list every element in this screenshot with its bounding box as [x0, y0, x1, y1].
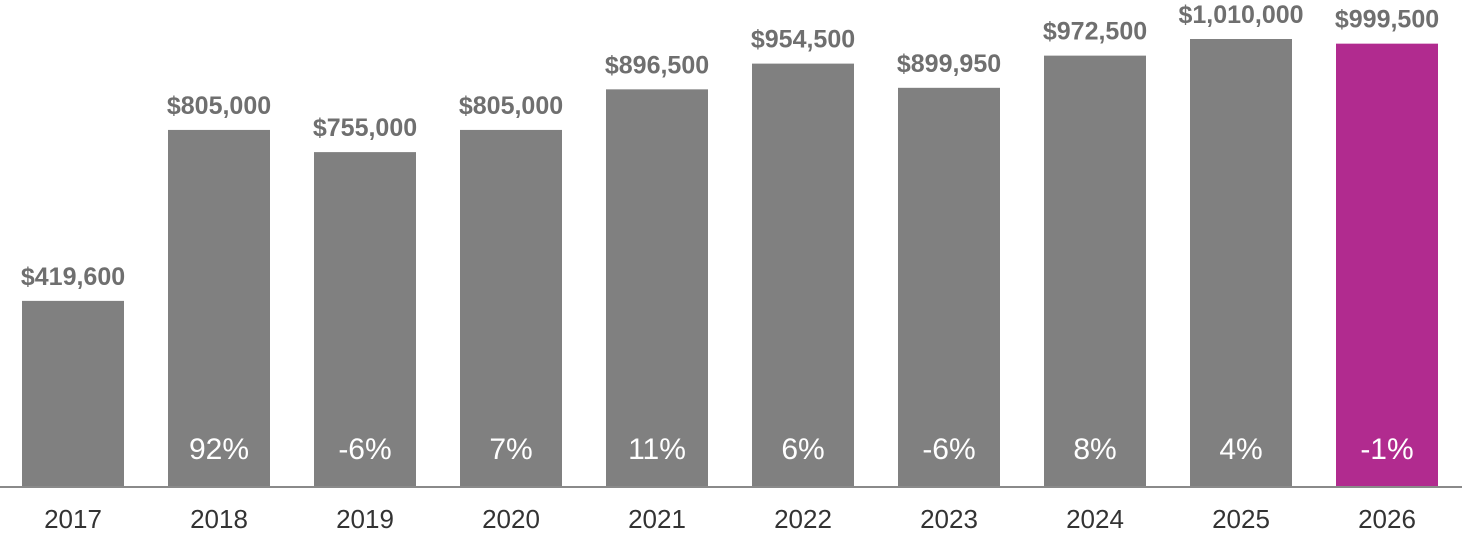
bar-2018	[168, 129, 270, 487]
change-label-2025: 4%	[1219, 433, 1262, 466]
change-label-2019: -6%	[338, 433, 391, 466]
change-label-2021: 11%	[628, 433, 686, 466]
x-tick-label-2025: 2025	[1212, 504, 1270, 534]
bar-2021	[606, 89, 708, 488]
value-label-2025: $1,010,000	[1178, 1, 1303, 29]
value-label-2017: $419,600	[21, 263, 125, 291]
x-tick-label-2021: 2021	[628, 504, 686, 534]
value-label-2021: $896,500	[605, 51, 709, 79]
value-label-2026: $999,500	[1335, 6, 1439, 34]
change-label-2024: 8%	[1073, 433, 1116, 466]
x-tick-label-2024: 2024	[1066, 504, 1124, 534]
bar-2017	[22, 300, 124, 487]
value-label-2018: $805,000	[167, 92, 271, 120]
x-tick-label-2018: 2018	[190, 504, 248, 534]
value-label-2023: $899,950	[897, 50, 1001, 78]
bar-2026	[1336, 43, 1438, 488]
value-label-2022: $954,500	[751, 26, 855, 54]
bar-2025	[1190, 39, 1292, 487]
change-label-2022: 6%	[781, 433, 824, 466]
change-label-2020: 7%	[489, 433, 532, 466]
bar-2024	[1044, 55, 1146, 487]
value-label-2019: $755,000	[313, 114, 417, 142]
x-tick-label-2017: 2017	[44, 504, 102, 534]
x-tick-label-2023: 2023	[920, 504, 978, 534]
x-tick-label-2026: 2026	[1358, 504, 1416, 534]
value-label-2024: $972,500	[1043, 18, 1147, 46]
change-label-2018: 92%	[189, 433, 249, 466]
x-tick-label-2022: 2022	[774, 504, 832, 534]
bar-2023	[898, 87, 1000, 487]
change-label-2026: -1%	[1360, 433, 1413, 466]
bar-2019	[314, 152, 416, 487]
x-tick-label-2019: 2019	[336, 504, 394, 534]
bar-2020	[460, 129, 562, 487]
x-tick-label-2020: 2020	[482, 504, 540, 534]
change-label-2023: -6%	[922, 433, 975, 466]
bar-2022	[752, 63, 854, 487]
value-label-2020: $805,000	[459, 92, 563, 120]
